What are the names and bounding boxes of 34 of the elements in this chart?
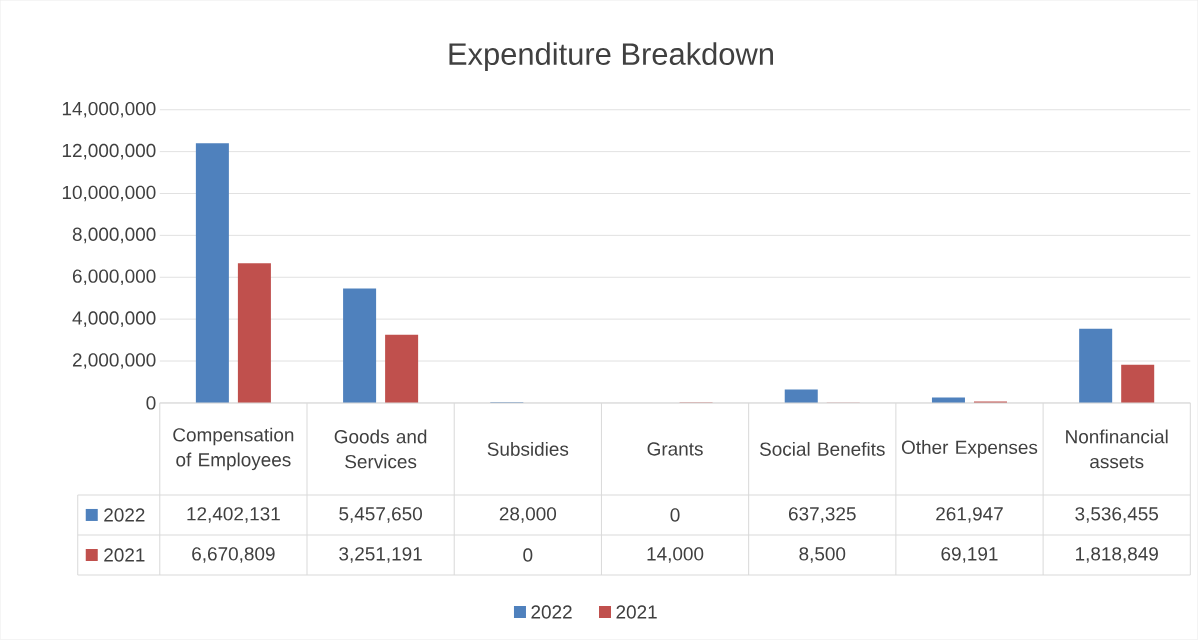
legend-label: 2022 — [104, 508, 145, 522]
y-tick-label: 12,000,000 — [62, 143, 156, 160]
y-tick-label: 0 — [146, 396, 156, 410]
data-label: 3,536,455 — [1075, 507, 1159, 523]
data-label: 14,000 — [647, 547, 704, 563]
x-tick-label: Nonfinancial assets — [1066, 429, 1168, 469]
data-label: 69,191 — [941, 547, 998, 563]
y-tick-label: 10,000,000 — [62, 185, 156, 202]
data-label: 0 — [523, 548, 533, 562]
y-tick-label: 14,000,000 — [62, 102, 156, 118]
data-label: 5,457,650 — [339, 507, 422, 523]
x-tick-label: Compensation of Employees — [173, 427, 294, 471]
data-label: 6,670,809 — [192, 547, 275, 563]
chart-title: Expenditure Breakdown — [449, 42, 773, 72]
x-tick-label: Social Benefits — [759, 442, 885, 457]
x-tick-label: Grants — [647, 442, 703, 456]
data-label: 261,947 — [936, 507, 1003, 523]
y-tick-label: 4,000,000 — [72, 311, 156, 328]
text: 2021 — [616, 605, 657, 619]
data-label: 3,251,191 — [339, 547, 422, 563]
legend-label: 2021 — [104, 548, 145, 562]
x-tick-label: Subsidies — [487, 442, 569, 457]
data-label: 28,000 — [499, 507, 557, 523]
x-tick-label: Other Expenses — [901, 440, 1038, 458]
data-label: 1,818,849 — [1076, 547, 1158, 563]
y-tick-label: 2,000,000 — [72, 353, 156, 369]
data-label: 12,402,131 — [187, 507, 280, 523]
y-tick-label: 8,000,000 — [72, 227, 156, 244]
x-tick-label: Goods and Services — [334, 429, 427, 469]
y-tick-label: 6,000,000 — [72, 269, 156, 286]
data-label: 8,500 — [799, 547, 846, 563]
text: 2022 — [531, 605, 572, 619]
data-label: 0 — [670, 508, 680, 522]
data-label: 637,325 — [788, 507, 856, 523]
